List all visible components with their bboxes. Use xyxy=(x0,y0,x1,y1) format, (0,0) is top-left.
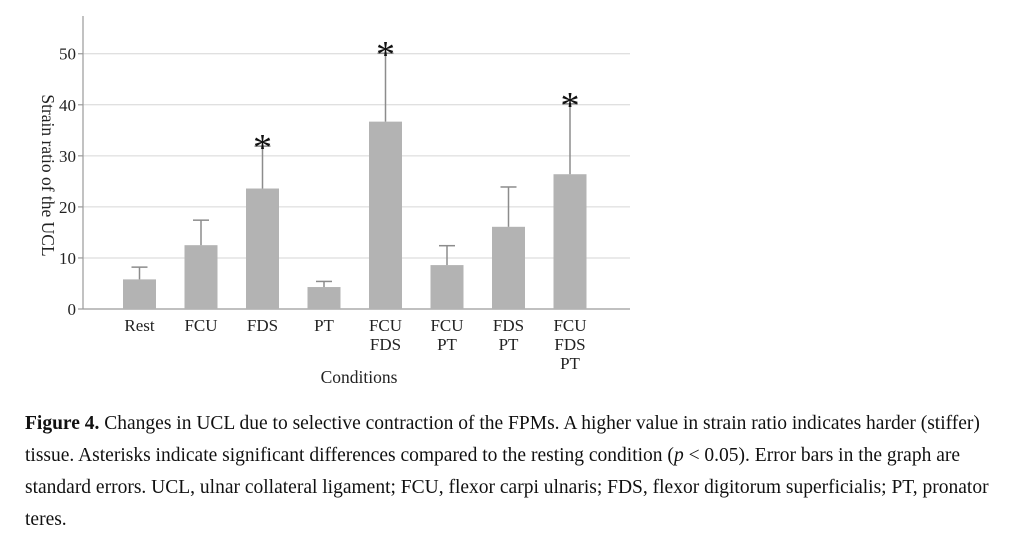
y-tick-label-20: 20 xyxy=(59,198,76,217)
x-tick-label-2-0: FDS xyxy=(247,316,278,335)
x-tick-label-1-0: FCU xyxy=(184,316,217,335)
x-tick-label-4-1: FDS xyxy=(370,335,401,354)
x-tick-label-4-0: FCU xyxy=(369,316,402,335)
caption-text-after: < 0.05). Error bars in the graph are sta… xyxy=(25,445,989,530)
x-tick-label-5-1: PT xyxy=(437,335,457,354)
bar-0 xyxy=(123,279,156,309)
x-tick-label-7-2: PT xyxy=(560,354,580,373)
caption-text: Changes in UCL due to selective contract… xyxy=(25,413,980,466)
y-tick-label-50: 50 xyxy=(59,45,76,64)
x-tick-label-5-0: FCU xyxy=(430,316,463,335)
x-tick-label-0-0: Rest xyxy=(124,316,155,335)
x-tick-label-3-0: PT xyxy=(314,316,334,335)
x-tick-label-7-1: FDS xyxy=(554,335,585,354)
x-tick-label-6-1: PT xyxy=(499,335,519,354)
bar-3 xyxy=(307,287,341,309)
bar-1 xyxy=(184,245,218,309)
bar-7 xyxy=(553,174,587,309)
x-tick-label-7-0: FCU xyxy=(553,316,586,335)
caption-p-symbol: p xyxy=(673,445,684,466)
y-tick-label-40: 40 xyxy=(59,96,76,115)
y-tick-label-30: 30 xyxy=(59,147,76,166)
figure-caption: Figure 4. Changes in UCL due to selectiv… xyxy=(25,408,1005,536)
y-axis-title: Strain ratio of the UCL xyxy=(38,94,58,256)
y-tick-label-0: 0 xyxy=(68,300,77,319)
bar-6 xyxy=(492,226,525,309)
y-tick-label-10: 10 xyxy=(59,249,76,268)
figure-panel: 0 10 20 30 40 50 Strain ratio of the UCL Rest FC… xyxy=(25,8,645,387)
bar-4 xyxy=(369,121,402,309)
significance-marker-7: * xyxy=(561,85,580,127)
significance-marker-4: * xyxy=(376,34,395,76)
bar-5 xyxy=(430,265,464,309)
x-tick-label-6-0: FDS xyxy=(493,316,524,335)
x-axis-title: Conditions xyxy=(321,367,398,387)
significance-marker-2: * xyxy=(253,127,272,169)
bar-chart: 0 10 20 30 40 50 Strain ratio of the UCL Rest FC… xyxy=(38,16,630,387)
figure-label: Figure 4. xyxy=(25,413,100,434)
bar-2 xyxy=(246,188,279,309)
